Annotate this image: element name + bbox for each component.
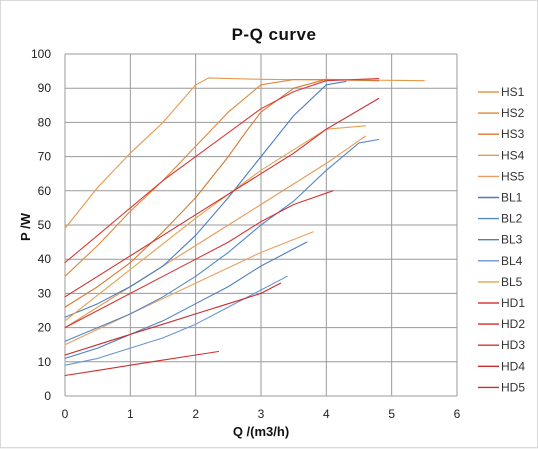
x-tick-label: 2 [192,407,199,421]
series-line-bl4 [64,275,288,366]
y-tick-label: 100 [31,47,51,61]
y-tick-label: 40 [38,252,52,266]
legend-label-hs1: HS1 [501,85,525,99]
series-line-hd3 [64,190,334,329]
series-line-hs3 [64,78,380,308]
series-line-bl3 [64,241,308,359]
tick-labels: 0 10 20 30 40 50 60 70 80 90 100 0 1 2 3 4 5 6 [31,47,461,421]
series-line-bl2 [64,138,380,342]
y-tick-label: 50 [38,218,52,232]
y-axis-label: P /W [18,212,33,241]
legend: HS1 HS2 HS3 HS4 HS5 BL1 BL2 BL3 BL4 BL5 HD1 HD2 HD3 H… [478,85,525,394]
series-line-hd4 [64,282,282,356]
legend-label-bl5: BL5 [501,275,523,289]
x-tick-label: 6 [454,407,461,421]
x-tick-label: 1 [127,407,134,421]
x-tick-label: 5 [388,407,395,421]
y-tick-label: 0 [44,389,51,403]
series-line-bl5 [64,125,367,322]
series-line-hd5 [64,350,220,377]
series-line-hs5 [64,231,314,346]
legend-label-hd2: HD2 [501,317,525,331]
y-tick-label: 80 [38,115,52,129]
y-tick-label: 90 [38,81,52,95]
y-tick-label: 10 [38,355,52,369]
series-line-hs2 [64,79,380,277]
legend-label-hd4: HD4 [501,359,525,373]
series-line-hs4 [64,135,367,329]
legend-label-bl4: BL4 [501,254,523,268]
legend-label-hd1: HD1 [501,296,525,310]
x-tick-label: 0 [62,407,69,421]
legend-label-bl1: BL1 [501,191,523,205]
y-tick-label: 70 [38,150,52,164]
legend-label-bl2: BL2 [501,212,523,226]
series-lines [64,77,425,377]
legend-label-bl3: BL3 [501,233,523,247]
series-line-bl1 [64,80,347,318]
legend-label-hs2: HS2 [501,106,525,120]
legend-label-hd3: HD3 [501,338,525,352]
series-line-hd1 [64,78,380,264]
chart-title: P-Q curve [232,25,317,44]
x-tick-label: 4 [323,407,330,421]
series-line-hd2 [64,97,380,298]
x-tick-label: 3 [258,407,265,421]
series-line-hs1 [64,77,425,229]
legend-label-hs4: HS4 [501,148,525,162]
y-tick-label: 20 [38,321,52,335]
legend-label-hs5: HS5 [501,169,525,183]
y-tick-label: 60 [38,184,52,198]
y-tick-label: 30 [38,286,52,300]
x-axis-label: Q /(m3/h) [233,424,289,439]
legend-label-hd5: HD5 [501,380,525,394]
legend-label-hs3: HS3 [501,127,525,141]
